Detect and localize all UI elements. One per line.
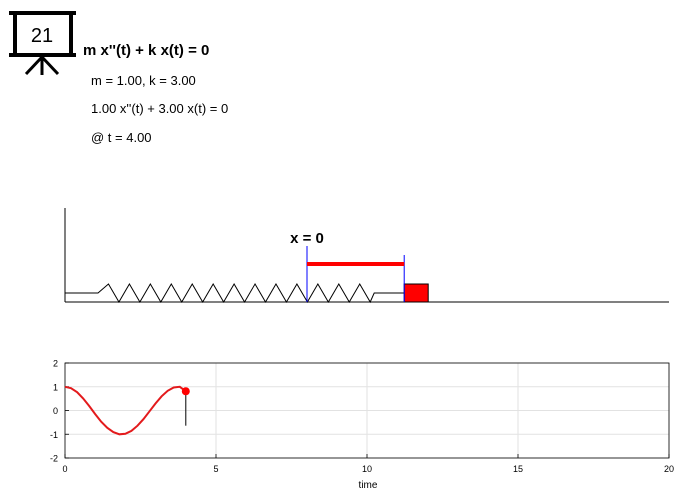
y-tick-label: 2: [53, 359, 58, 369]
spring: [65, 283, 405, 304]
x-tick-label: 10: [362, 464, 372, 474]
equilibrium-label: x = 0: [290, 230, 324, 247]
numeric-equation-text: 1.00 x''(t) + 3.00 x(t) = 0: [91, 101, 229, 116]
plot-frame: [64, 362, 670, 459]
x-tick-label: 0: [62, 464, 67, 474]
x-axis-label: time: [359, 480, 378, 491]
position-plot: -2 -1 0 1 2 0 5 10 15 20 time: [50, 359, 674, 492]
badge-leg-left: [24, 55, 44, 76]
spring-mass-scene: x = 0: [64, 208, 669, 304]
x-tick-label: 15: [513, 464, 523, 474]
y-tick-label: -2: [50, 454, 58, 464]
x-tick-label: 20: [664, 464, 674, 474]
y-tick-label: 1: [53, 382, 58, 392]
badge-number: 21: [31, 25, 53, 47]
y-tick-label: 0: [53, 406, 58, 416]
x-tick-label: 5: [213, 464, 218, 474]
badge-icon: 21: [9, 11, 76, 76]
series-line: [64, 385, 187, 436]
badge-leg-right: [40, 55, 60, 76]
plot-grid: [64, 362, 670, 459]
current-point: [181, 387, 190, 396]
parameters-text: m = 1.00, k = 3.00: [91, 73, 196, 88]
y-tick-label: -1: [50, 430, 58, 440]
x-axis-ticks: 0 5 10 15 20: [62, 454, 674, 474]
equation-title: m x''(t) + k x(t) = 0: [83, 42, 210, 59]
time-readout: @ t = 4.00: [91, 130, 152, 145]
mass-block: [403, 283, 429, 303]
